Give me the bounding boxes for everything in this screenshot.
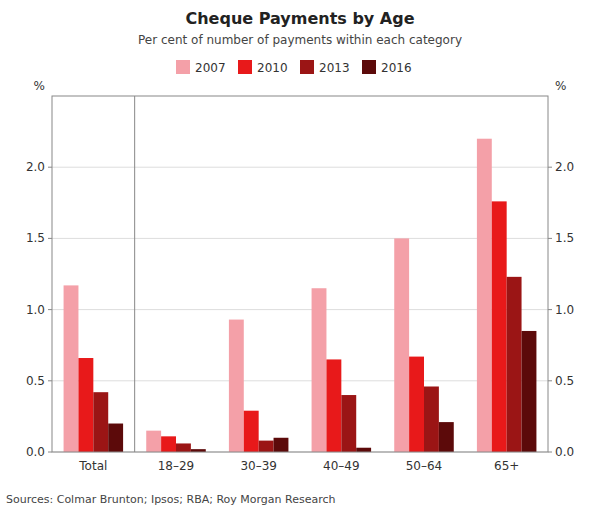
tick [48, 167, 52, 168]
axis-label: % [34, 79, 45, 93]
tick-label: 1.0 [555, 303, 574, 317]
x-axis: Total 18–29 30–39 40–49 50–64 65+ [78, 459, 519, 473]
grid-line [52, 380, 548, 381]
tick-label: 1.5 [26, 231, 45, 245]
tick [548, 309, 552, 310]
tick-label: 2.0 [26, 160, 45, 174]
legend: 2007 2010 2013 2016 [176, 60, 412, 75]
tick [48, 309, 52, 310]
bar [93, 392, 108, 452]
tick-label: Total [78, 459, 107, 473]
subtitle: Per cent of number of payments within ea… [138, 33, 462, 47]
plot-frame [52, 96, 548, 452]
bar [522, 331, 537, 452]
tick-label: 40–49 [323, 459, 360, 473]
bar [477, 139, 492, 452]
bar [259, 441, 274, 452]
bar [146, 431, 161, 452]
legend-swatch [238, 60, 252, 74]
bar [64, 285, 79, 452]
tick-label: 18–29 [158, 459, 195, 473]
tick-label: 65+ [494, 459, 519, 473]
bar [244, 411, 259, 452]
axis-label: % [555, 79, 566, 93]
grid-line [52, 167, 548, 168]
tick-label: 50–64 [406, 459, 443, 473]
chart: Cheque Payments by Age Per cent of number… [0, 0, 600, 511]
grid [52, 167, 548, 452]
bar [341, 395, 356, 452]
legend-label: 2013 [319, 61, 350, 75]
legend-label: 2016 [381, 61, 412, 75]
background [0, 0, 600, 511]
legend-label: 2010 [257, 61, 288, 75]
legend-label: 2007 [195, 61, 226, 75]
tick [548, 452, 552, 453]
tick [48, 380, 52, 381]
source: Sources: Colmar Brunton; Ipsos; RBA; Roy… [6, 493, 336, 506]
bar [78, 358, 93, 452]
tick-label: 0.5 [26, 374, 45, 388]
bar [439, 422, 454, 452]
tick-label: 0.0 [555, 445, 574, 459]
tick-label: 30–39 [240, 459, 277, 473]
grid-line [52, 309, 548, 310]
bar [409, 357, 424, 452]
tick [548, 167, 552, 168]
bar [274, 438, 289, 452]
y-axis: 0.0 0.5 1.0 1.5 2.0% [26, 79, 52, 459]
bar [507, 277, 522, 452]
y2-axis: 0.0 0.5 1.0 1.5 2.0% [548, 79, 574, 459]
bar [108, 424, 123, 452]
tick [548, 238, 552, 239]
bar [229, 320, 244, 452]
divider [134, 96, 135, 452]
tick-label: 2.0 [555, 160, 574, 174]
bar [424, 386, 439, 452]
legend-swatch [176, 60, 190, 74]
legend-swatch [362, 60, 376, 74]
tick [48, 452, 52, 453]
bar [161, 436, 176, 452]
tick-label: 0.5 [555, 374, 574, 388]
bar [492, 201, 507, 452]
bar [312, 288, 327, 452]
bar [356, 448, 371, 452]
legend-swatch [300, 60, 314, 74]
title: Cheque Payments by Age [185, 9, 414, 28]
tick [48, 238, 52, 239]
tick-label: 1.5 [555, 231, 574, 245]
bar [326, 359, 341, 452]
tick-label: 0.0 [26, 445, 45, 459]
grid-line [52, 238, 548, 239]
tick [548, 380, 552, 381]
bar [394, 238, 409, 452]
bar [176, 443, 191, 452]
tick-label: 1.0 [26, 303, 45, 317]
